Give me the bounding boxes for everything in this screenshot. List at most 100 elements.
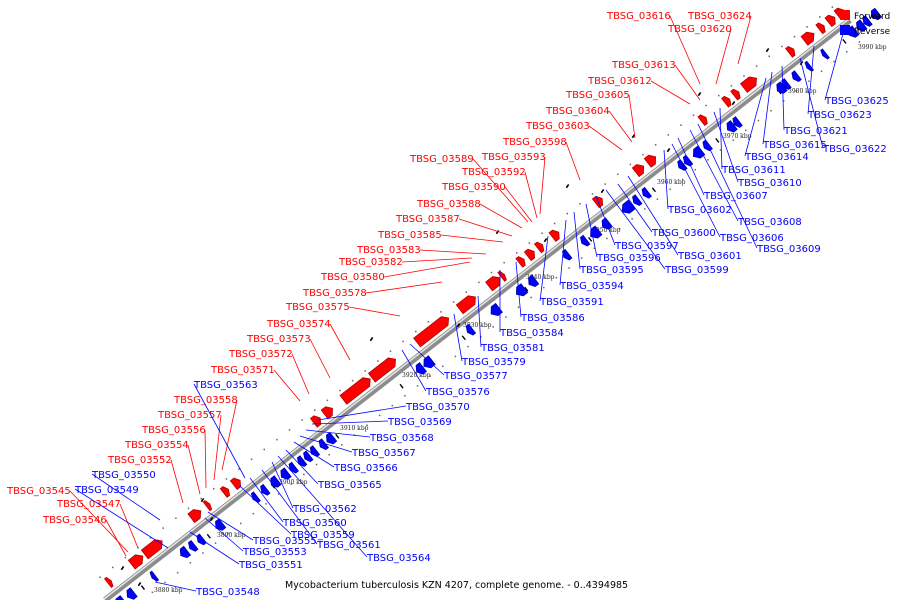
gene-label: TBSG_03549 [74, 485, 139, 496]
gene-TBSG_03607[interactable] [726, 120, 738, 133]
gene-TBSG_03603[interactable] [739, 76, 757, 93]
gene-label: TBSG_03581 [480, 343, 545, 354]
gene-TBSG_03579[interactable] [490, 302, 503, 316]
gene-TBSG_03552[interactable] [187, 509, 202, 524]
leader-line [807, 45, 815, 115]
gene-TBSG_03623[interactable] [862, 15, 873, 27]
gene-TBSG_03566[interactable] [303, 450, 314, 463]
gene-TBSG_03556[interactable] [219, 486, 231, 498]
scale-dot [252, 512, 255, 515]
gene-label: TBSG_03578 [302, 288, 367, 299]
scale-dot [757, 119, 760, 122]
gene-TBSG_03561[interactable] [260, 483, 271, 496]
gene-TBSG_03554[interactable] [202, 500, 213, 512]
gene-TBSG_03606[interactable] [702, 139, 713, 152]
gene-label: TBSG_03596 [596, 253, 661, 264]
gene-TBSG_03586[interactable] [562, 248, 573, 261]
gene-TBSG_03568[interactable] [318, 438, 329, 451]
leader-line [249, 477, 284, 523]
gene-label: TBSG_03622 [822, 144, 887, 155]
gene-TBSG_03612[interactable] [815, 22, 826, 35]
gene-TBSG_03585[interactable] [533, 241, 545, 254]
scale-dot [781, 45, 783, 48]
leader-line [187, 444, 201, 495]
gene-TBSG_03569[interactable] [325, 431, 338, 445]
gene-TBSG_03597[interactable] [632, 194, 643, 207]
scale-dot [465, 291, 468, 293]
gene-TBSG_03591[interactable] [580, 234, 591, 247]
gene-label: TBSG_03550 [91, 470, 156, 481]
gene-TBSG_03608[interactable] [732, 116, 743, 128]
gene-TBSG_03599[interactable] [641, 186, 652, 199]
gene-TBSG_03583[interactable] [523, 248, 536, 262]
gene-TBSG_03575[interactable] [455, 295, 476, 315]
gene-TBSG_03558[interactable] [309, 415, 322, 428]
gene-TBSG_03572[interactable] [339, 377, 371, 405]
gene-TBSG_03622[interactable] [856, 19, 868, 32]
scale-dot [276, 438, 278, 441]
scale-dot [315, 463, 318, 466]
gene-TBSG_03570[interactable] [415, 362, 427, 375]
gene-TBSG_03564[interactable] [288, 461, 299, 474]
gene-TBSG_03577[interactable] [465, 323, 477, 336]
gene-TBSG_03613[interactable] [824, 14, 836, 28]
gene-TBSG_03587[interactable] [548, 229, 560, 242]
scale-dot [718, 94, 720, 97]
gene-TBSG_03602[interactable] [693, 145, 706, 159]
scale-dot [719, 149, 722, 151]
gene-label: TBSG_03606 [719, 233, 784, 244]
gene-label: TBSG_03589 [409, 154, 474, 165]
leader-line [207, 511, 254, 541]
gene-TBSG_03593[interactable] [721, 95, 732, 108]
gene-TBSG_03598[interactable] [730, 88, 741, 101]
gene-TBSG_03546[interactable] [127, 554, 144, 570]
gene-TBSG_03605[interactable] [800, 31, 815, 46]
gene-TBSG_03551[interactable] [179, 545, 192, 559]
gene-TBSG_03574[interactable] [413, 316, 450, 348]
gene-TBSG_03548[interactable] [115, 595, 127, 600]
gene-TBSG_03573[interactable] [367, 357, 396, 383]
scale-dot [391, 404, 394, 407]
gene-TBSG_03549[interactable] [126, 587, 138, 600]
scale-dot [530, 296, 532, 299]
gene-label: TBSG_03609 [756, 244, 821, 255]
gene-TBSG_03588[interactable] [591, 195, 604, 209]
gene-TBSG_03592[interactable] [643, 154, 657, 168]
gene-TBSG_03557[interactable] [229, 477, 242, 491]
leader-line [744, 77, 767, 157]
gene-TBSG_03615[interactable] [820, 48, 830, 60]
feature-mark [666, 148, 671, 153]
gene-TBSG_03553[interactable] [188, 539, 199, 552]
tick-mark [335, 433, 340, 439]
gene-TBSG_03604[interactable] [785, 46, 796, 58]
gene-TBSG_03609[interactable] [776, 81, 788, 94]
gene-TBSG_03581[interactable] [516, 283, 529, 297]
leader-line [419, 249, 487, 255]
gene-TBSG_03545[interactable] [104, 576, 114, 589]
gene-TBSG_03563[interactable] [280, 467, 292, 480]
gene-TBSG_03550[interactable] [149, 570, 160, 582]
gene-TBSG_03596[interactable] [621, 199, 636, 214]
gene-TBSG_03571[interactable] [320, 406, 333, 420]
leader-line [713, 111, 739, 183]
leader-line [504, 186, 533, 223]
gene-TBSG_03582[interactable] [515, 256, 526, 268]
gene-label: TBSG_03577 [443, 371, 508, 382]
gene-TBSG_03590[interactable] [631, 164, 645, 178]
gene-TBSG_03559[interactable] [215, 518, 227, 531]
gene-TBSG_03589[interactable] [697, 114, 708, 127]
leader-line [293, 441, 335, 468]
gene-TBSG_03578[interactable] [485, 276, 501, 292]
gene-TBSG_03595[interactable] [601, 217, 613, 230]
gene-TBSG_03547[interactable] [140, 539, 163, 560]
gene-label: TBSG_03559 [290, 530, 355, 541]
gene-TBSG_03565[interactable] [296, 455, 308, 467]
gene-label: TBSG_03605 [565, 90, 630, 101]
scale-dot [516, 252, 518, 254]
gene-label: TBSG_03583 [356, 245, 421, 256]
gene-TBSG_03584[interactable] [528, 274, 540, 288]
gene-TBSG_03611[interactable] [791, 70, 802, 83]
scale-dot [555, 277, 558, 279]
scale-dot [820, 70, 823, 73]
gene-TBSG_03625[interactable] [870, 7, 883, 21]
